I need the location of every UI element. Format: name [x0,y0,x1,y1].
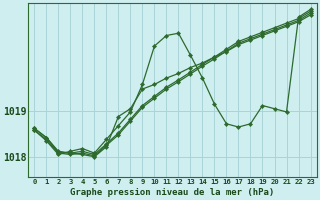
X-axis label: Graphe pression niveau de la mer (hPa): Graphe pression niveau de la mer (hPa) [70,188,275,197]
